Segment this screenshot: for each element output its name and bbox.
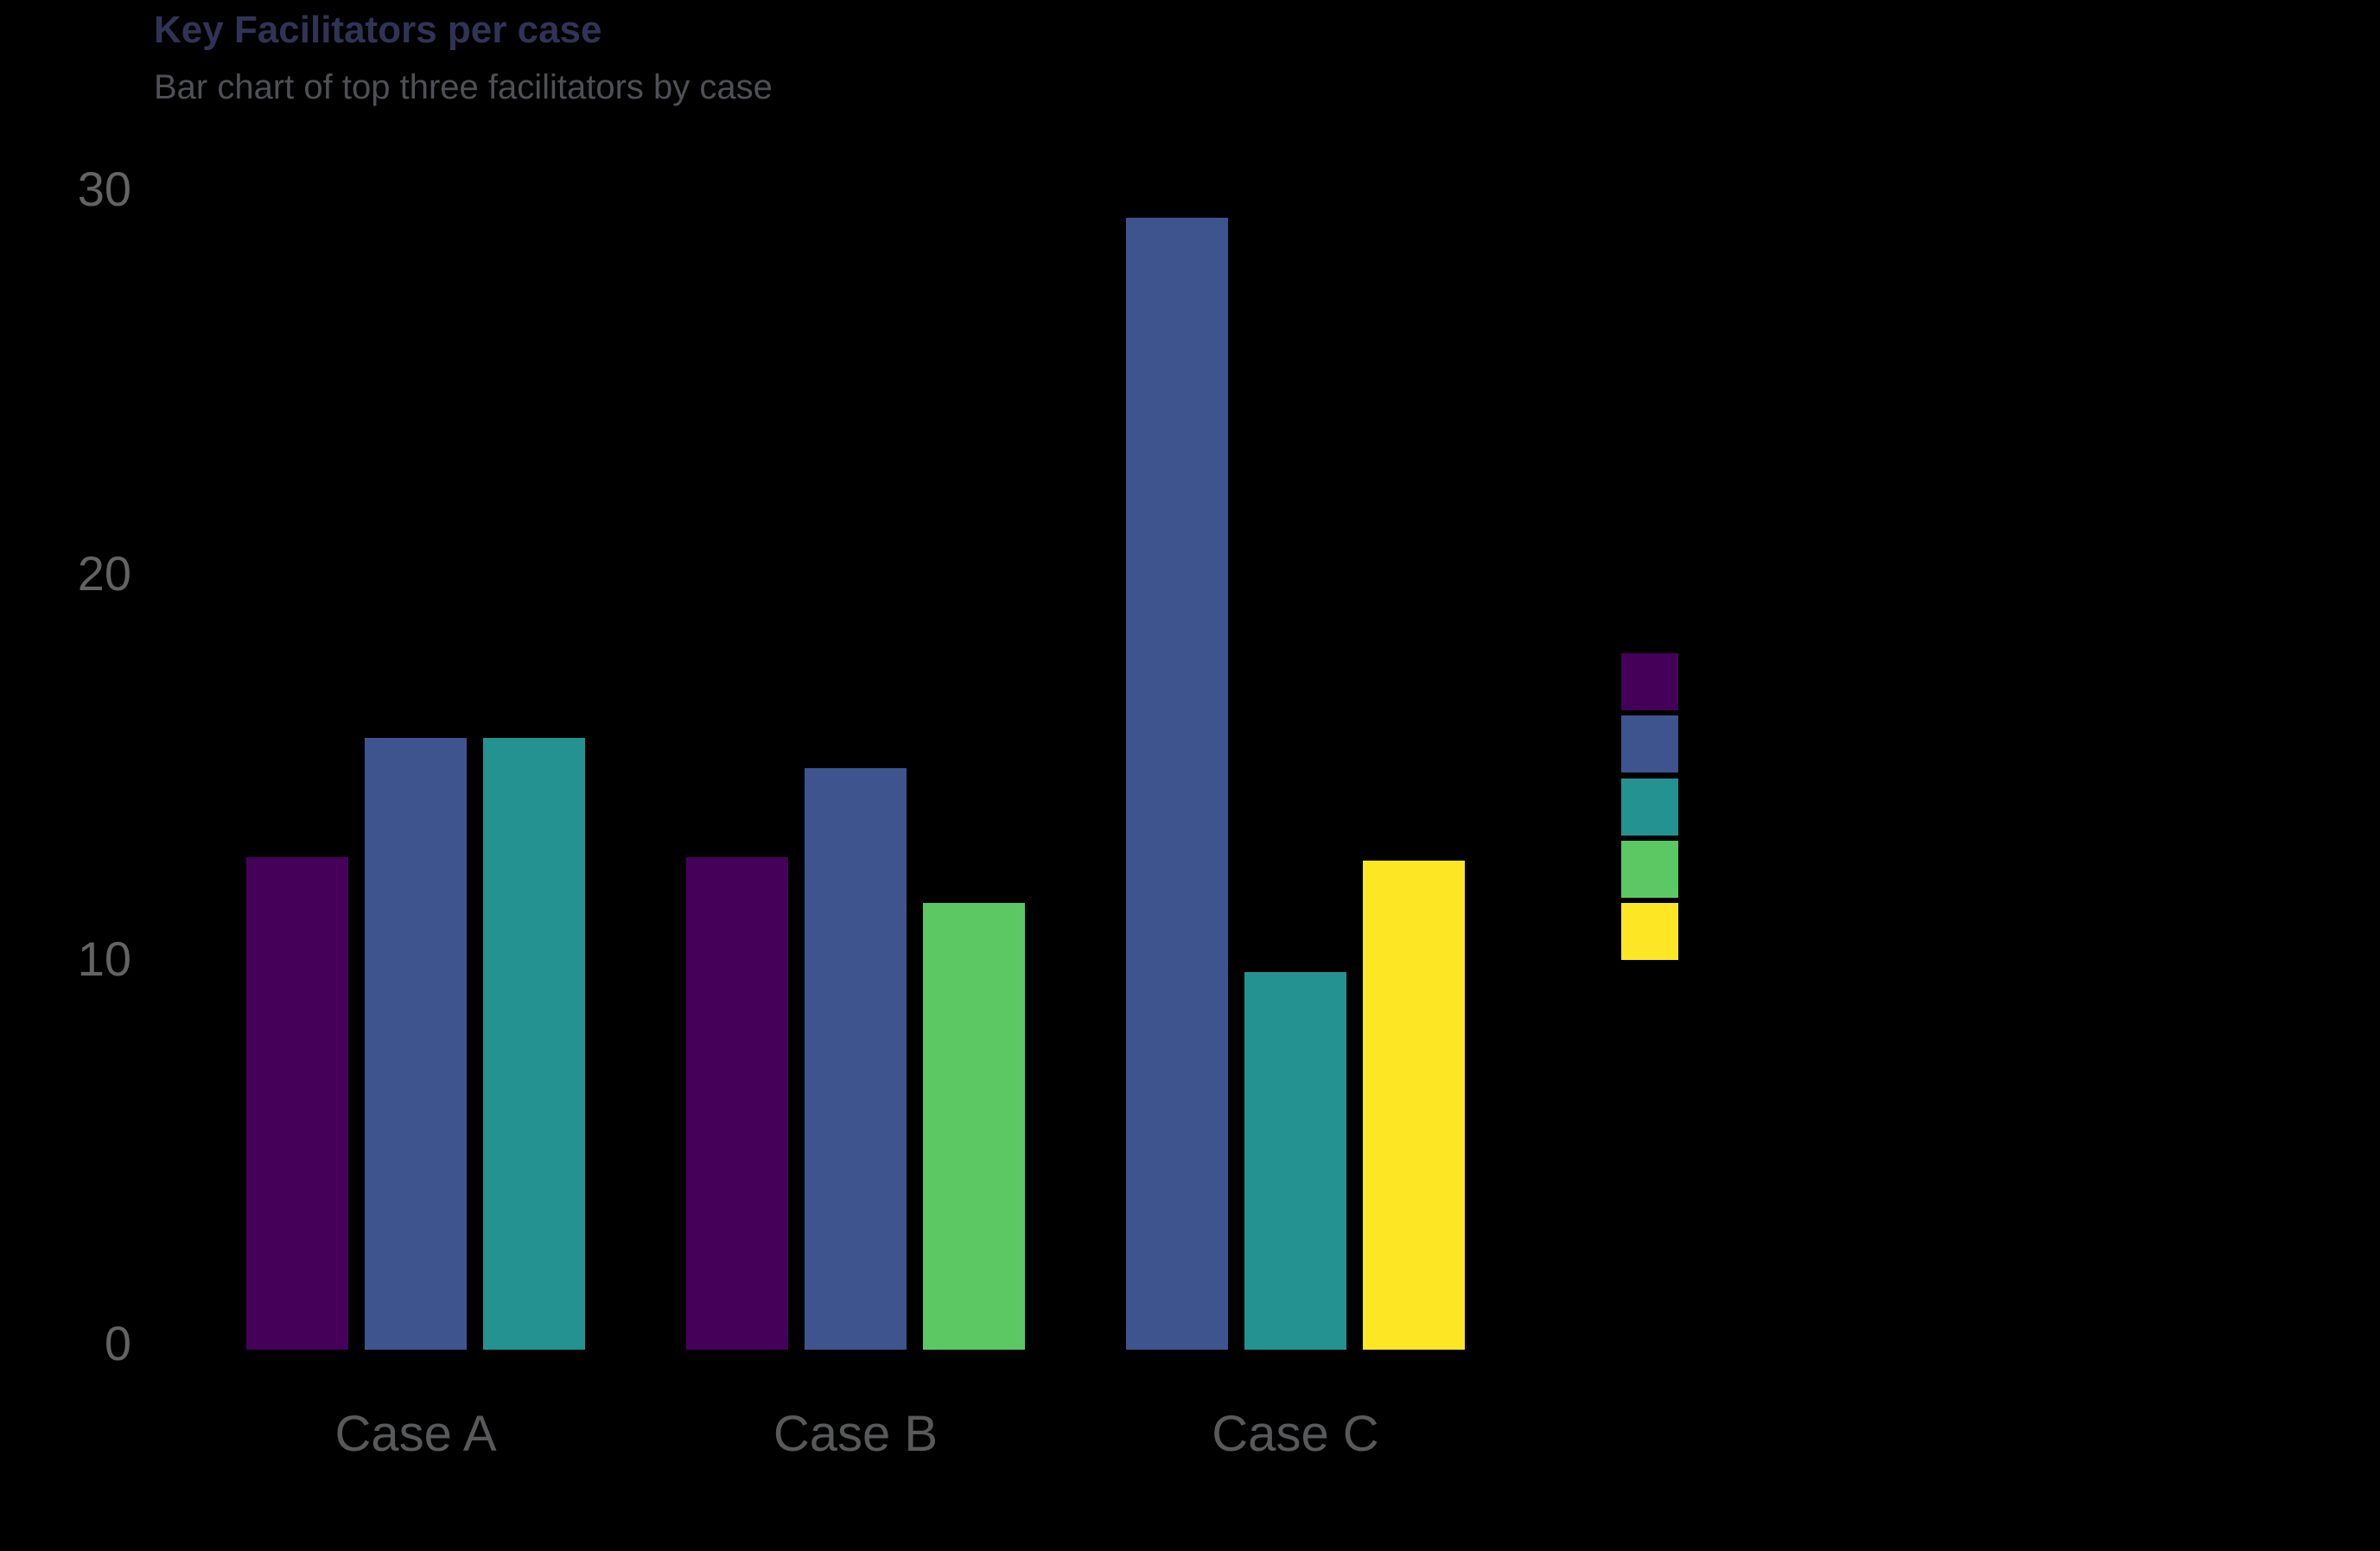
y-axis-tick-label: 30 [77, 161, 131, 216]
bar [805, 768, 907, 1350]
bar [1126, 218, 1228, 1350]
x-axis-label: Case A [334, 1406, 497, 1462]
x-axis-label: Case B [773, 1406, 939, 1462]
bar [483, 737, 585, 1350]
y-axis-tick-label: 10 [77, 931, 131, 986]
x-axis-label: Case C [1212, 1406, 1379, 1462]
bar [365, 737, 467, 1350]
bar [1244, 972, 1346, 1350]
bar [1363, 861, 1465, 1350]
bar [246, 856, 348, 1350]
bar [686, 856, 788, 1350]
y-axis-tick-label: 0 [104, 1316, 131, 1370]
bar [923, 903, 1025, 1350]
y-axis-tick-label: 20 [77, 546, 131, 601]
chart-subtitle: Bar chart of top three facilitators by c… [154, 68, 773, 106]
chart-title: Key Facilitators per case [154, 9, 602, 51]
